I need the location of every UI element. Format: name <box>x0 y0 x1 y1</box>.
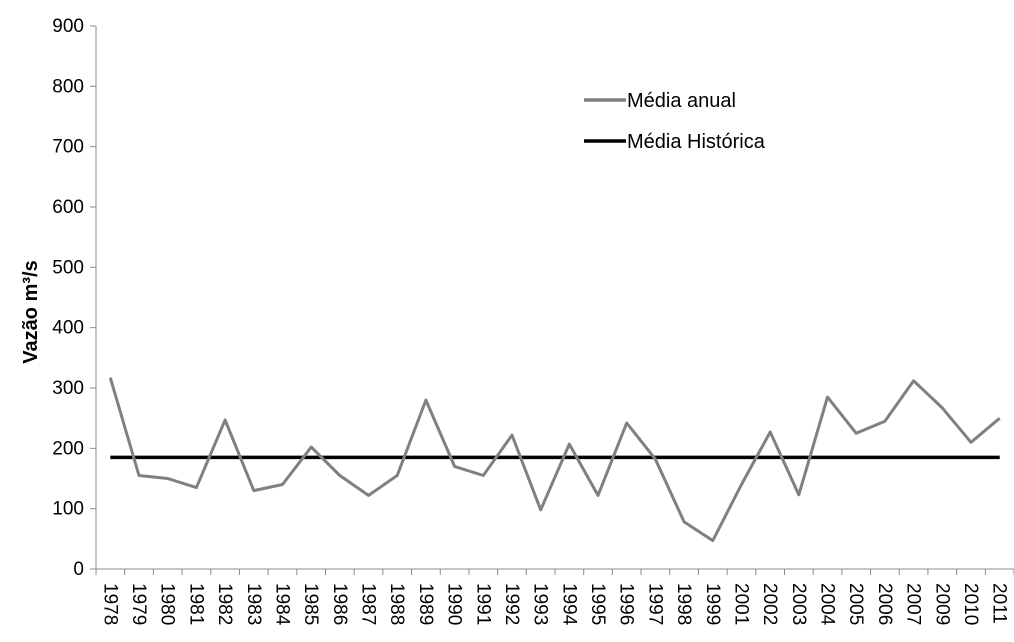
x-tick-label: 1996 <box>616 583 637 625</box>
x-tick-label: 1985 <box>300 583 321 625</box>
x-tick-label: 2006 <box>874 583 895 625</box>
x-tick-label: 1982 <box>214 583 235 625</box>
x-tick-label: 1987 <box>358 583 379 625</box>
series-group <box>108 377 1001 543</box>
y-tick-label: 200 <box>52 438 84 459</box>
legend-label: Média Histórica <box>627 131 766 153</box>
x-tick-label: 2001 <box>730 583 751 625</box>
y-tick-label: 600 <box>52 197 84 218</box>
x-tick-label: 1989 <box>415 583 436 625</box>
legend: Média anual Média Histórica <box>584 90 766 153</box>
x-tick-label: 2010 <box>960 583 981 625</box>
x-tick-label: 1983 <box>243 583 264 625</box>
x-tick-label: 1981 <box>185 583 206 625</box>
x-tick-label: 1984 <box>271 583 292 626</box>
x-tick-label: 1992 <box>501 583 522 625</box>
y-tick-label: 500 <box>52 257 84 278</box>
y-tick-label: 400 <box>52 318 84 339</box>
x-tick-label: 1997 <box>644 583 665 625</box>
x-tick-label: 2002 <box>759 583 780 625</box>
x-tick-label: 1980 <box>157 583 178 625</box>
x-tick-label: 1978 <box>99 583 120 625</box>
y-tick-label: 700 <box>52 137 84 158</box>
x-tick-label: 1995 <box>587 583 608 625</box>
y-tick-label: 900 <box>52 16 84 37</box>
x-tick-label: 2003 <box>788 583 809 625</box>
series-line-media-anual <box>108 377 1001 543</box>
y-tick-label: 100 <box>52 499 84 520</box>
x-tick-label: 1990 <box>444 583 465 625</box>
y-axis-title: Vazão m³/s <box>20 260 42 363</box>
y-tick-label: 800 <box>52 76 84 97</box>
x-tick-label: 2005 <box>845 583 866 625</box>
x-tick-label: 2009 <box>931 583 952 625</box>
y-tick-label: 300 <box>52 378 84 399</box>
x-tick-label: 1999 <box>702 583 723 625</box>
x-axis: 1978 1979 1980 1981 1982 1983 1984 1985 1986 1987… <box>95 568 1014 626</box>
x-tick-label: 2007 <box>903 583 924 625</box>
y-tick-label: 0 <box>73 559 84 580</box>
x-tick-label: 1991 <box>472 583 493 625</box>
y-axis: 0 100 200 300 400 500 600 700 800 900 <box>52 16 97 580</box>
x-tick-label: 2004 <box>817 583 838 626</box>
x-tick-label: 1988 <box>386 583 407 625</box>
x-tick-label: 1998 <box>673 583 694 625</box>
x-tick-label: 1993 <box>530 583 551 625</box>
x-tick-label: 1994 <box>558 583 579 626</box>
x-tick-label: 1986 <box>329 583 350 625</box>
x-tick-label: 1979 <box>128 583 149 625</box>
legend-label: Média anual <box>627 90 736 112</box>
x-tick-label: 2011 <box>989 583 1010 624</box>
